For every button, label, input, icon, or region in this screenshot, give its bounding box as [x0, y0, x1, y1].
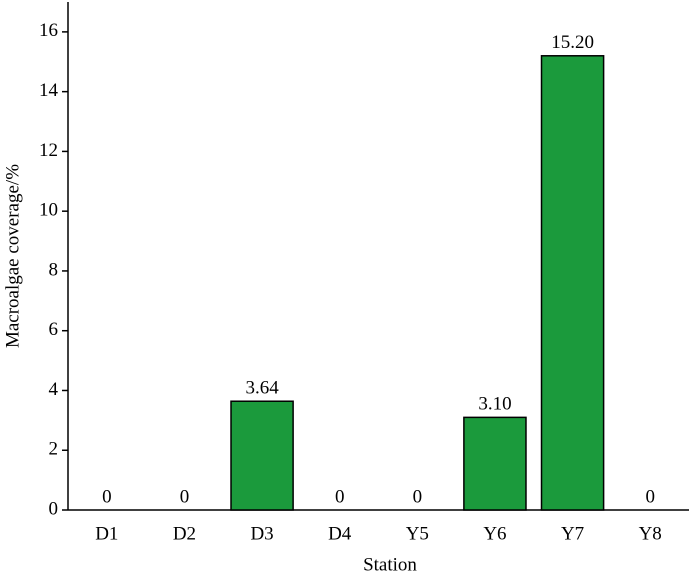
- y-tick-label: 4: [49, 379, 59, 400]
- y-axis-label: Macroalgae coverage/%: [2, 164, 23, 348]
- y-tick-label: 10: [39, 200, 58, 221]
- y-tick-label: 6: [49, 319, 59, 340]
- value-label: 0: [102, 486, 112, 507]
- y-tick-label: 12: [39, 140, 58, 161]
- value-label: 0: [645, 486, 655, 507]
- y-tick-label: 14: [39, 80, 59, 101]
- value-label: 0: [413, 486, 423, 507]
- x-tick-label: Y5: [406, 523, 429, 544]
- value-label: 0: [335, 486, 345, 507]
- bar: [463, 416, 527, 511]
- x-tick-label: Y6: [483, 523, 506, 544]
- value-label: 15.20: [551, 32, 594, 53]
- x-tick-label: Y7: [561, 523, 584, 544]
- x-tick-label: Y8: [639, 523, 662, 544]
- value-label: 3.10: [478, 394, 511, 415]
- x-tick-label: D2: [173, 523, 196, 544]
- x-tick-label: D1: [95, 523, 118, 544]
- bar: [540, 55, 605, 511]
- value-label: 3.64: [245, 378, 279, 399]
- x-tick-label: D3: [250, 523, 273, 544]
- x-tick-label: D4: [328, 523, 352, 544]
- y-tick-label: 2: [49, 439, 59, 460]
- y-tick-label: 16: [39, 20, 58, 41]
- value-label: 0: [180, 486, 190, 507]
- y-tick-label: 0: [49, 498, 59, 519]
- y-tick-label: 8: [49, 259, 59, 280]
- bar: [230, 400, 294, 511]
- x-axis-label: Station: [363, 554, 417, 575]
